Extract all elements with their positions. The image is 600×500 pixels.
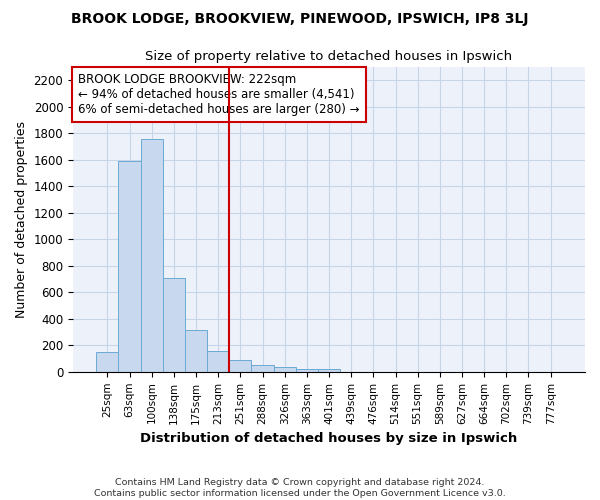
Text: BROOK LODGE BROOKVIEW: 222sqm
← 94% of detached houses are smaller (4,541)
6% of: BROOK LODGE BROOKVIEW: 222sqm ← 94% of d… — [78, 73, 359, 116]
Bar — [318, 369, 340, 372]
Title: Size of property relative to detached houses in Ipswich: Size of property relative to detached ho… — [145, 50, 512, 63]
Bar — [207, 352, 229, 372]
Bar — [251, 364, 274, 372]
Bar — [229, 360, 251, 372]
Bar — [118, 161, 140, 372]
Text: Contains HM Land Registry data © Crown copyright and database right 2024.
Contai: Contains HM Land Registry data © Crown c… — [94, 478, 506, 498]
Bar — [163, 278, 185, 372]
Text: BROOK LODGE, BROOKVIEW, PINEWOOD, IPSWICH, IP8 3LJ: BROOK LODGE, BROOKVIEW, PINEWOOD, IPSWIC… — [71, 12, 529, 26]
Bar — [296, 368, 318, 372]
Bar — [140, 139, 163, 372]
Bar — [274, 367, 296, 372]
Bar — [185, 330, 207, 372]
Y-axis label: Number of detached properties: Number of detached properties — [15, 121, 28, 318]
Bar — [96, 352, 118, 372]
X-axis label: Distribution of detached houses by size in Ipswich: Distribution of detached houses by size … — [140, 432, 518, 445]
